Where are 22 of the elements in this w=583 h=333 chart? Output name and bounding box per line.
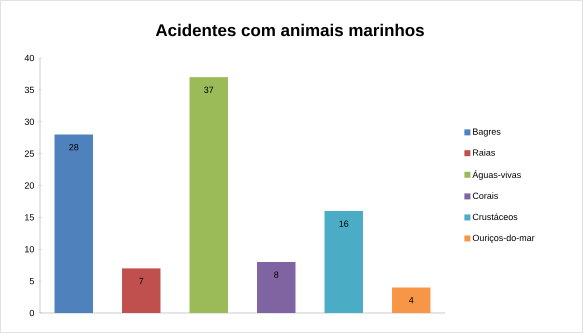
legend-label: Bagres [473, 128, 500, 137]
y-tick-label: 35 [24, 86, 34, 94]
legend-label: Ouriços-do-mar [472, 234, 535, 243]
y-tick-label: 20 [24, 182, 34, 189]
data-label: 16 [339, 220, 348, 227]
legend-label: Crustáceos [472, 213, 518, 220]
data-label: 28 [69, 144, 78, 150]
chart-title: Acidentes com animais marinhos [156, 24, 424, 36]
data-label: 8 [274, 272, 278, 278]
y-tick-label: 0 [30, 310, 34, 316]
legend-label: Águas-vivas [472, 170, 521, 180]
y-tick-label: 25 [24, 150, 34, 157]
y-tick-label: 30 [24, 118, 34, 125]
y-tick-label: 15 [25, 214, 34, 221]
legend-label: Corais [472, 192, 498, 200]
legend-label: Raias [473, 149, 495, 156]
y-tick-label: 40 [24, 54, 34, 62]
y-tick-label: 10 [25, 246, 34, 252]
data-label: 7 [139, 278, 144, 284]
data-label: 4 [408, 297, 414, 304]
data-label: 37 [204, 86, 214, 93]
y-tick-label: 5 [30, 278, 34, 284]
